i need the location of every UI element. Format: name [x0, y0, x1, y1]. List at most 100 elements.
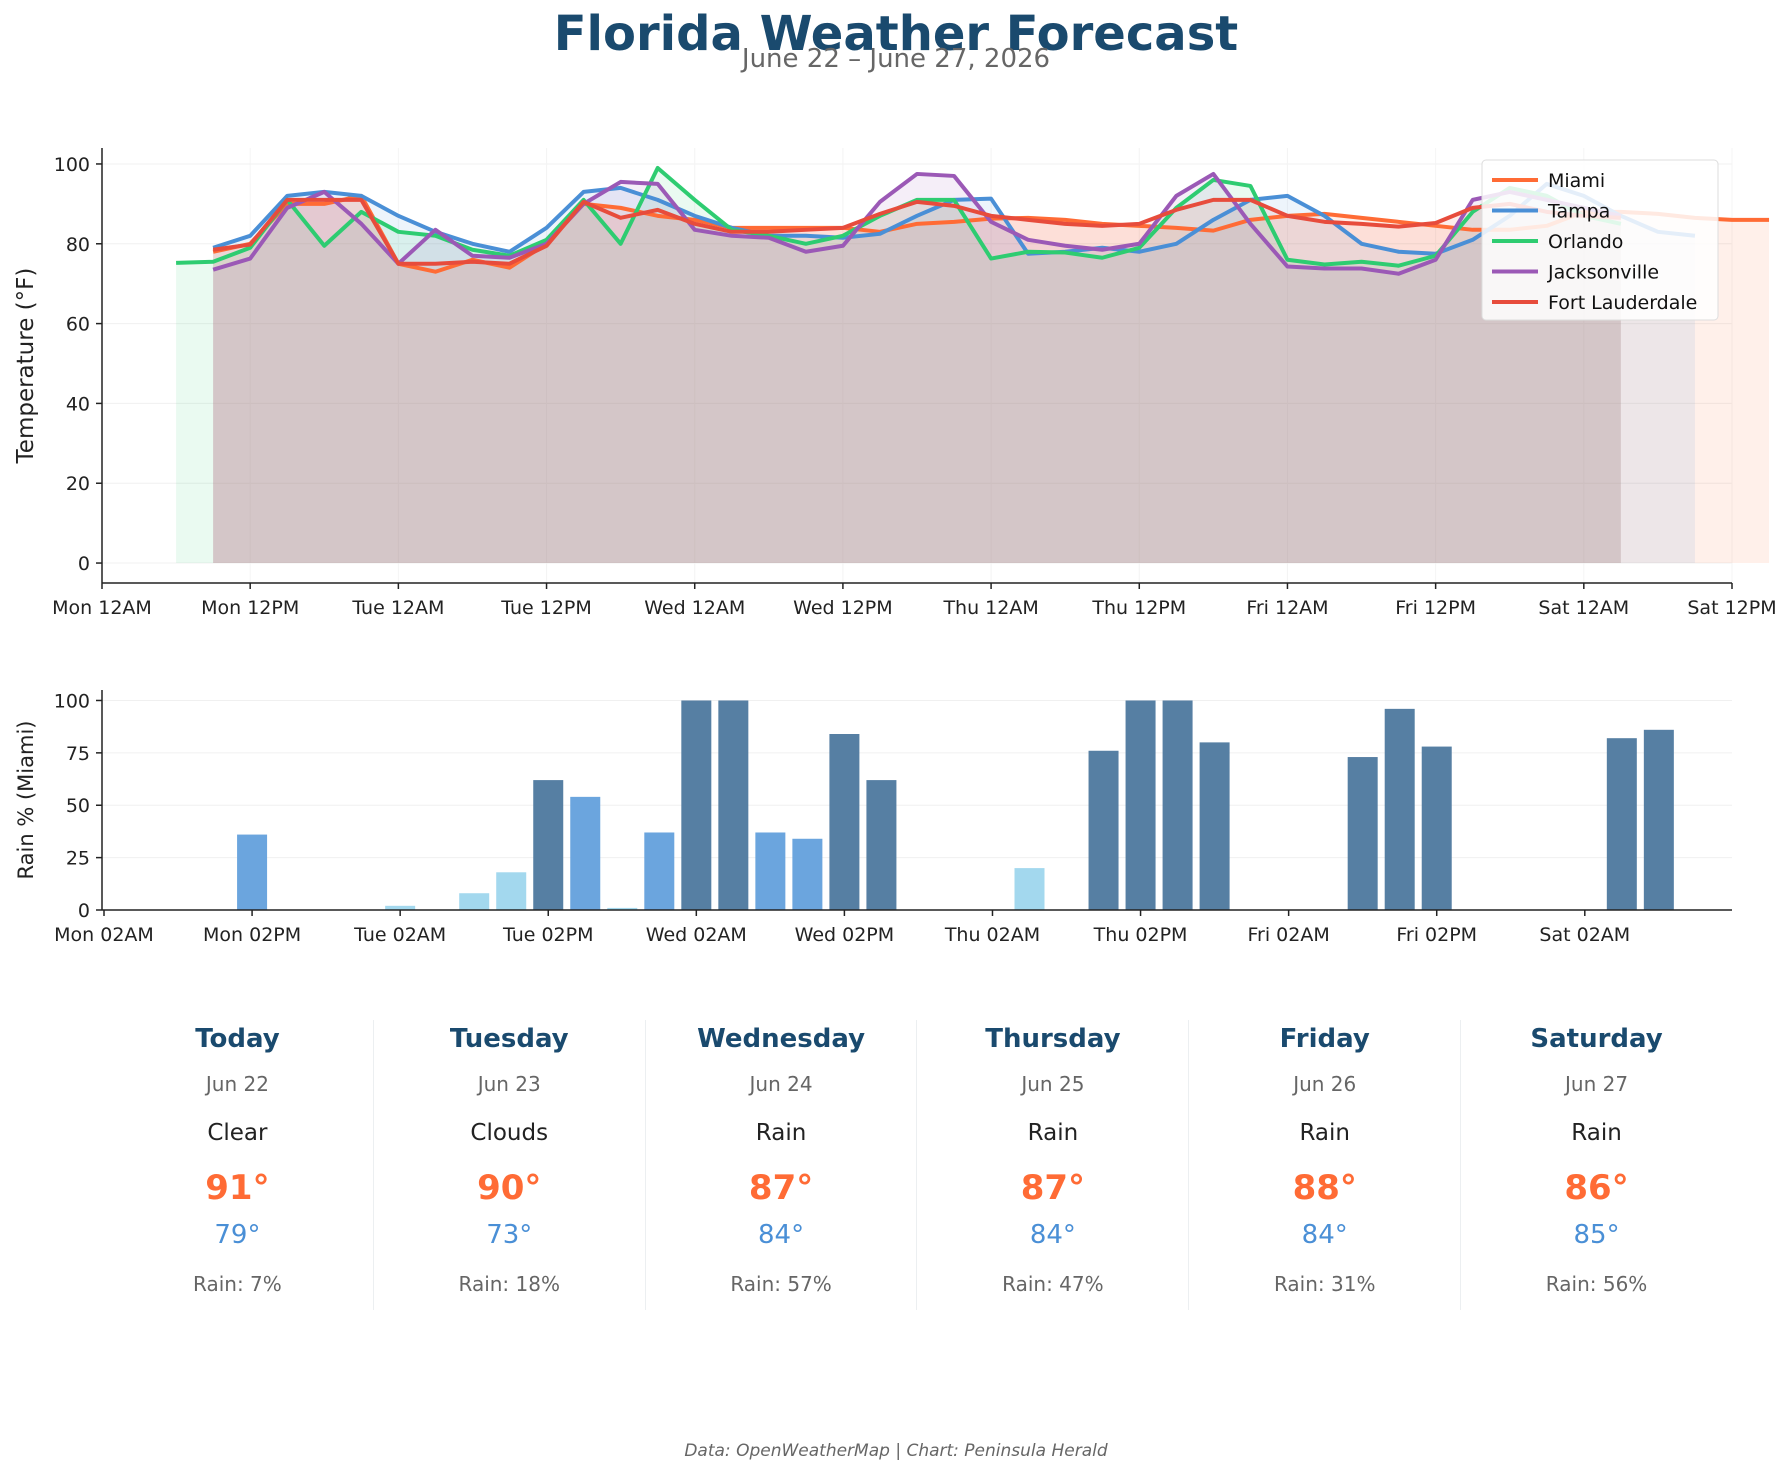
x-tick-label: Fri 02PM [1396, 924, 1477, 946]
forecast-condition: Rain [1299, 1120, 1350, 1146]
temperature-chart: 0 20 40 60 80 100 Mon 12AM Mon 12PM Tue 12AM Tue … [13, 148, 1777, 619]
forecast-high: 91° [205, 1168, 270, 1208]
forecast-condition: Rain [1571, 1120, 1622, 1146]
rain-bar [792, 838, 823, 910]
rain-bar [607, 907, 638, 910]
rain-bar [385, 905, 416, 910]
forecast-rain: Rain: 56% [1545, 1272, 1648, 1296]
x-tick-label: Fri 02AM [1248, 924, 1330, 946]
forecast-condition: Rain [755, 1120, 807, 1146]
forecast-date: Jun 26 [1293, 1072, 1357, 1096]
x-tick-label: Sat 12AM [1538, 597, 1629, 619]
x-tick-label: Tue 12AM [351, 597, 444, 619]
series-line-fort-lauderdale [212, 197, 1621, 266]
y-axis-label: Rain % (Miami) [14, 721, 38, 880]
x-tick-label: Tue 12PM [500, 597, 592, 619]
rain-bar [681, 700, 712, 910]
x-tick-label: Thu 12PM [1091, 597, 1186, 619]
forecast-low: 84° [1029, 1220, 1076, 1250]
rain-bar [533, 780, 564, 910]
forecast-rain: Rain: 57% [730, 1272, 832, 1296]
rain-bar [1088, 750, 1119, 910]
legend-label: Miami [1548, 170, 1605, 192]
x-tick-label: Wed 12AM [644, 597, 745, 619]
forecast-card-1: Tuesday Jun 23 Clouds 90° 73° Rain: 18% [374, 1020, 646, 1310]
x-tick-label: Sat 02AM [1539, 924, 1630, 946]
x-tick-label: Thu 02AM [944, 924, 1040, 946]
forecast-high: 90° [477, 1168, 542, 1208]
rain-bar [829, 734, 860, 910]
legend-label: Orlando [1548, 231, 1623, 253]
rain-bar [1384, 708, 1415, 910]
y-axis-label: Temperature (°F) [13, 268, 39, 465]
series-area-miami [213, 195, 1770, 564]
forecast-day: Friday [1279, 1024, 1370, 1054]
rain-bar [1125, 700, 1156, 910]
x-tick-label: Fri 12AM [1246, 597, 1328, 619]
page-title: Florida Weather Forecast [553, 6, 1239, 62]
y-tick-label: 0 [78, 900, 90, 922]
rain-bar [755, 832, 786, 910]
series-area-fort-lauderdale [213, 199, 1621, 564]
forecast-high: 86° [1564, 1168, 1629, 1208]
x-tick-label: Sat 12PM [1687, 597, 1776, 619]
rain-bar [1347, 757, 1378, 910]
forecast-day: Wednesday [697, 1024, 866, 1054]
forecast-rain: Rain: 31% [1273, 1272, 1376, 1296]
forecast-day: Thursday [985, 1024, 1121, 1054]
series-area-jacksonville [213, 173, 1621, 564]
rain-bar [1606, 738, 1637, 910]
charts-canvas: 0 20 40 60 80 100 Mon 12AM Mon 12PM Tue 12AM Tue … [13, 148, 1777, 946]
rain-bar [1199, 742, 1230, 910]
forecast-high: 88° [1292, 1168, 1357, 1208]
y-tick-label: 75 [66, 743, 90, 765]
y-tick-label: 60 [66, 314, 90, 336]
rain-bar [459, 893, 490, 910]
y-tick-label: 50 [66, 795, 90, 817]
forecast-rain: Rain: 47% [1002, 1272, 1104, 1296]
y-tick-label: 20 [66, 473, 90, 495]
legend-box [1481, 159, 1719, 321]
forecast-high: 87° [1020, 1168, 1086, 1208]
forecast-cards: Today Jun 22 Clear 91° 79° Rain: 7% Tues… [102, 1020, 1732, 1310]
y-tick-label: 0 [78, 553, 90, 575]
forecast-condition: Clouds [470, 1120, 549, 1146]
rain-bar [1421, 746, 1452, 910]
x-tick-label: Fri 12PM [1395, 597, 1476, 619]
x-tick-label: Tue 02AM [353, 924, 446, 946]
y-tick-label: 100 [54, 154, 90, 176]
rain-bar [866, 780, 897, 910]
forecast-card-3: Thursday Jun 25 Rain 87° 84° Rain: 47% [917, 1020, 1190, 1310]
x-tick-label: Wed 02AM [646, 924, 747, 946]
forecast-day: Today [195, 1024, 280, 1054]
forecast-condition: Rain [1027, 1120, 1079, 1146]
x-tick-label: Wed 02PM [795, 924, 895, 946]
forecast-date: Jun 27 [1565, 1072, 1629, 1096]
x-tick-label: Mon 02AM [54, 924, 154, 946]
legend-label: Tampa [1547, 201, 1610, 223]
rain-bar [718, 700, 749, 910]
forecast-date: Jun 22 [205, 1072, 269, 1096]
x-tick-label: Thu 12AM [942, 597, 1038, 619]
forecast-date: Jun 23 [477, 1072, 541, 1096]
x-tick-label: Thu 02PM [1093, 924, 1188, 946]
rain-bar [1643, 729, 1674, 910]
forecast-card-4: Friday Jun 26 Rain 88° 84° Rain: 31% [1189, 1020, 1462, 1310]
x-tick-label: Mon 12AM [52, 597, 152, 619]
rain-bar [237, 834, 268, 910]
forecast-date: Jun 25 [1021, 1072, 1085, 1096]
rain-bar [1014, 868, 1045, 910]
y-tick-label: 80 [66, 234, 90, 256]
rain-bar [644, 832, 675, 910]
forecast-card-2: Wednesday Jun 24 Rain 87° 84° Rain: 57% [646, 1020, 918, 1310]
rain-chart: 0 25 50 75 100 Mon 02AM Mon 02PM Tue 02AM Tue 02… [14, 690, 1732, 946]
forecast-rain: Rain: 7% [193, 1272, 282, 1296]
forecast-high: 87° [748, 1168, 814, 1208]
x-tick-label: Mon 02PM [203, 924, 301, 946]
series-area-orlando [176, 167, 1621, 564]
x-tick-label: Tue 02PM [502, 924, 594, 946]
x-tick-label: Mon 12PM [201, 597, 299, 619]
rain-bar [496, 872, 527, 910]
y-tick-label: 100 [54, 690, 90, 712]
series-line-jacksonville [212, 171, 1622, 276]
